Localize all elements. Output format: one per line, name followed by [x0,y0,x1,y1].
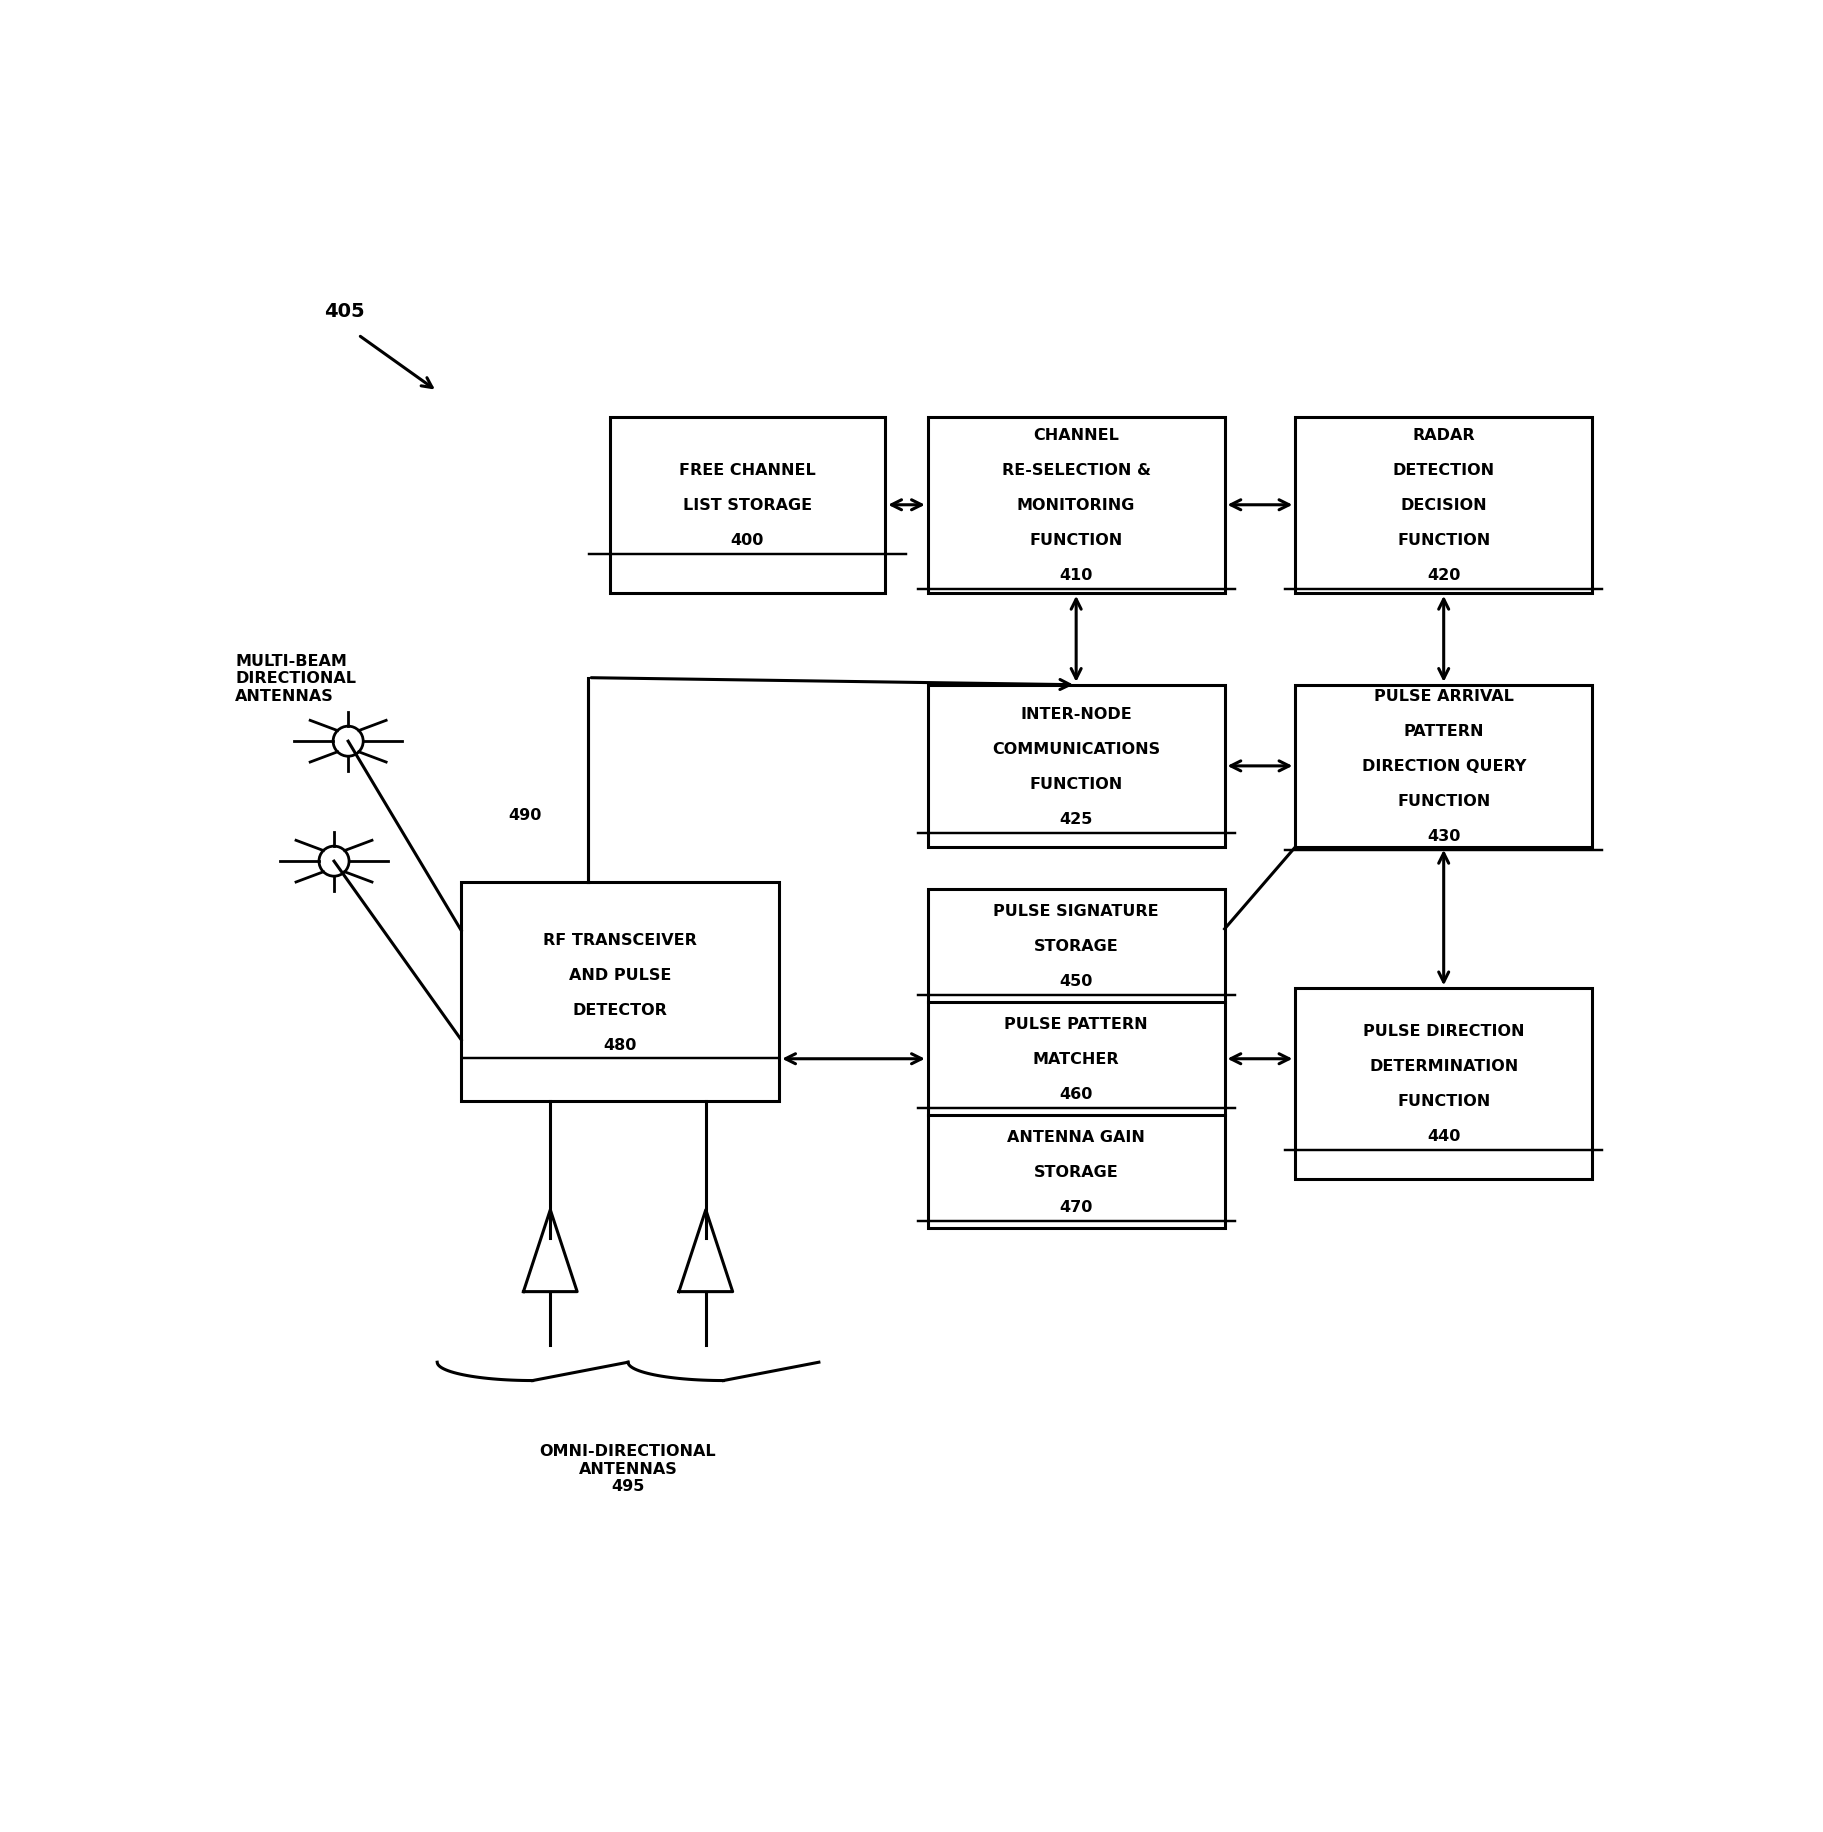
Text: 425: 425 [1059,812,1092,826]
Text: OMNI-DIRECTIONAL
ANTENNAS
495: OMNI-DIRECTIONAL ANTENNAS 495 [540,1444,716,1493]
Text: STORAGE: STORAGE [1034,938,1117,954]
Text: 405: 405 [324,302,365,321]
Text: PULSE PATTERN: PULSE PATTERN [1004,1017,1147,1031]
Text: LIST STORAGE: LIST STORAGE [682,498,811,513]
Text: 440: 440 [1426,1129,1460,1143]
Bar [1294,685,1591,848]
Text: DETERMINATION: DETERMINATION [1369,1059,1517,1074]
Text: ANTENNA GAIN: ANTENNA GAIN [1006,1130,1145,1145]
Text: MONITORING: MONITORING [1017,498,1134,513]
Bar [1294,989,1591,1180]
Bar [928,418,1223,594]
Text: PULSE ARRIVAL: PULSE ARRIVAL [1373,689,1513,703]
Text: INTER-NODE: INTER-NODE [1019,707,1132,722]
Text: FUNCTION: FUNCTION [1396,533,1489,548]
Text: FUNCTION: FUNCTION [1028,533,1123,548]
Text: FUNCTION: FUNCTION [1028,777,1123,791]
Text: FUNCTION: FUNCTION [1396,793,1489,810]
Text: MULTI-BEAM
DIRECTIONAL
ANTENNAS: MULTI-BEAM DIRECTIONAL ANTENNAS [235,654,355,703]
Bar [928,685,1223,848]
Text: RE-SELECTION &: RE-SELECTION & [1001,463,1150,478]
Text: PULSE DIRECTION: PULSE DIRECTION [1362,1024,1524,1039]
Bar [461,883,778,1101]
Text: 480: 480 [603,1037,636,1052]
Text: 460: 460 [1059,1086,1092,1101]
Text: CHANNEL: CHANNEL [1032,429,1119,443]
Text: 430: 430 [1426,828,1460,845]
Text: DIRECTION QUERY: DIRECTION QUERY [1360,758,1526,773]
Text: PULSE SIGNATURE: PULSE SIGNATURE [994,903,1158,920]
Text: 400: 400 [731,533,764,548]
Text: 450: 450 [1059,975,1092,989]
Text: FUNCTION: FUNCTION [1396,1094,1489,1108]
Text: 410: 410 [1059,568,1092,583]
Text: DETECTION: DETECTION [1393,463,1493,478]
Text: PATTERN: PATTERN [1402,724,1484,738]
Text: 470: 470 [1059,1200,1092,1215]
Text: DETECTOR: DETECTOR [572,1002,667,1017]
Text: COMMUNICATIONS: COMMUNICATIONS [992,742,1159,757]
Text: RF TRANSCEIVER: RF TRANSCEIVER [543,932,696,947]
Bar [609,418,884,594]
Text: 490: 490 [507,808,541,823]
Text: RADAR: RADAR [1411,429,1475,443]
Bar [1294,418,1591,594]
Text: FREE CHANNEL: FREE CHANNEL [678,463,815,478]
Text: DECISION: DECISION [1400,498,1486,513]
Text: 420: 420 [1426,568,1460,583]
Text: MATCHER: MATCHER [1032,1052,1119,1066]
Text: AND PULSE: AND PULSE [569,967,671,982]
Text: STORAGE: STORAGE [1034,1165,1117,1180]
Bar [928,890,1223,1229]
